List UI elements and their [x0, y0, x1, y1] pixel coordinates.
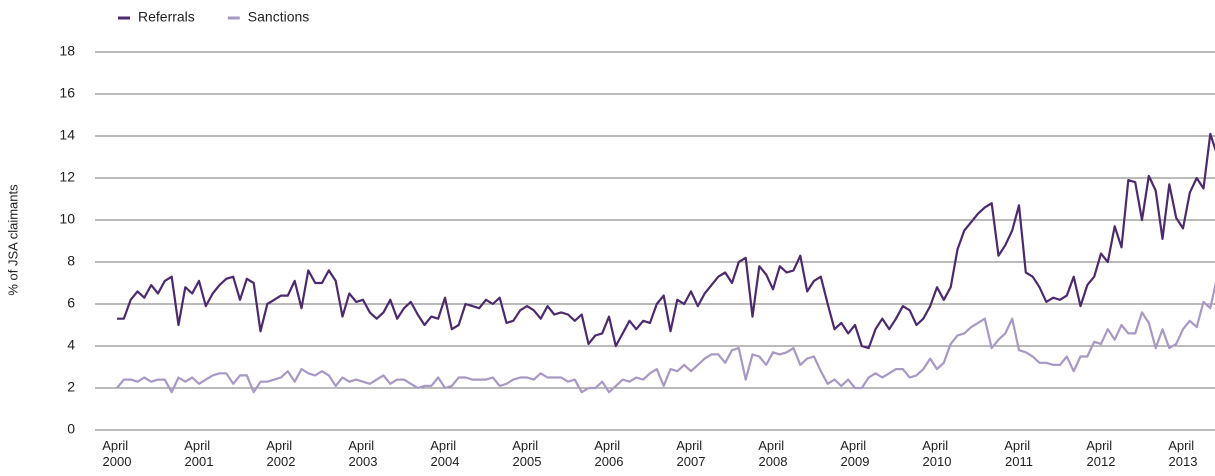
- y-axis-title: % of JSA claimants: [5, 184, 20, 296]
- x-tick-label: April 2003: [348, 438, 378, 469]
- x-tick-label: April 2006: [594, 438, 624, 469]
- x-tick-label: April 2009: [840, 438, 870, 469]
- x-tick-label: April 2007: [676, 438, 706, 469]
- legend-label: Referrals: [138, 9, 195, 25]
- y-tick-label: 10: [59, 211, 75, 227]
- legend-label: Sanctions: [248, 9, 309, 25]
- x-tick-label: April 2004: [430, 438, 460, 469]
- line-series: [116, 281, 1215, 394]
- x-tick-label: April 2008: [758, 438, 788, 469]
- y-tick-label: 2: [67, 379, 75, 395]
- x-tick-label: April 2005: [512, 438, 542, 469]
- y-tick-label: 16: [59, 85, 75, 101]
- y-tick-label: 14: [59, 127, 75, 143]
- x-tick-label: April 2001: [184, 438, 214, 469]
- y-tick-label: 0: [67, 421, 75, 437]
- x-tick-label: April 2000: [102, 438, 132, 469]
- y-tick-label: 18: [59, 43, 75, 59]
- x-tick-label: April 2010: [922, 438, 952, 469]
- x-tick-label: April 2012: [1086, 438, 1116, 469]
- x-tick-label: April 2002: [266, 438, 296, 469]
- y-tick-label: 4: [67, 337, 75, 353]
- y-tick-label: 12: [59, 169, 75, 185]
- y-tick-label: 8: [67, 253, 75, 269]
- x-tick-label: April 2011: [1004, 438, 1034, 469]
- y-tick-label: 6: [67, 295, 75, 311]
- line-series: [117, 132, 1215, 350]
- x-tick-label: April 2013: [1168, 438, 1198, 469]
